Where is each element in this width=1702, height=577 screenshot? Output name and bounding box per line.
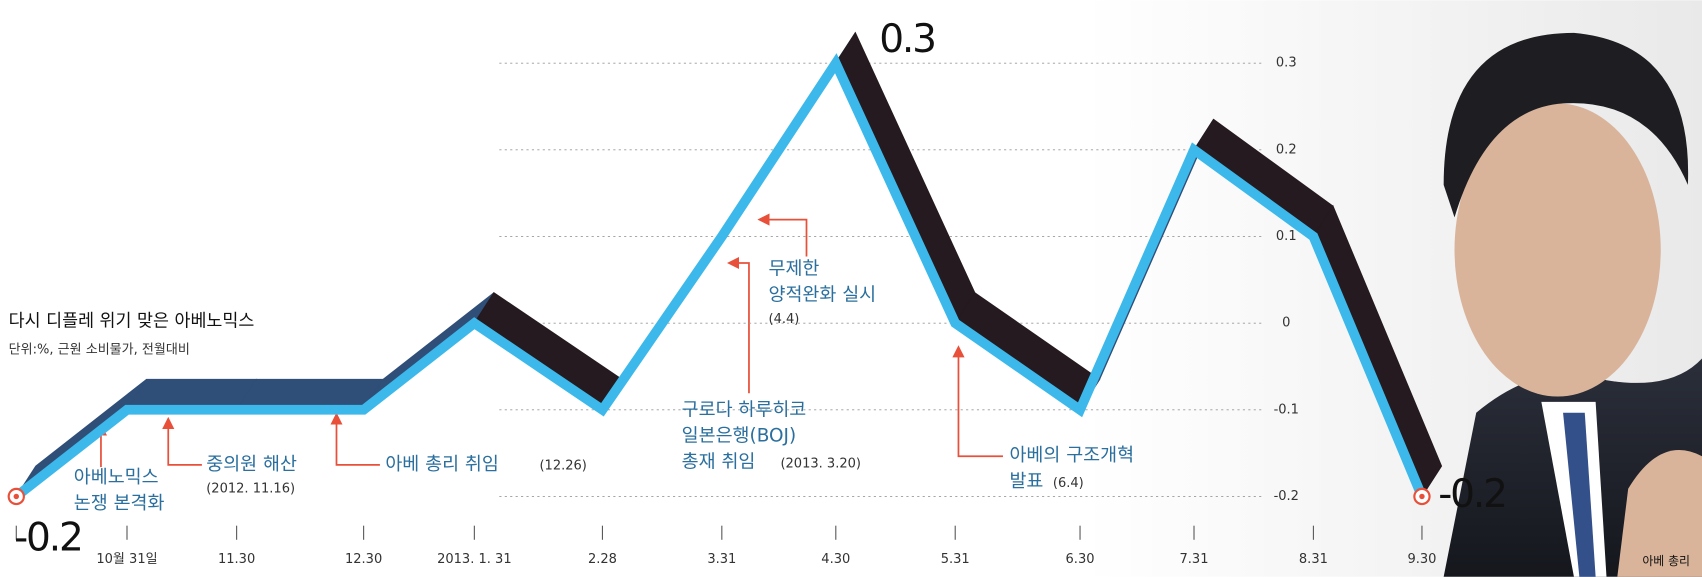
y-tick-label: 0: [1282, 316, 1290, 331]
line: [13, 53, 1427, 501]
annotation-text: 아베의 구조개혁: [1009, 445, 1134, 466]
annotation-date: (4.4): [769, 312, 800, 327]
value-label: -0.2: [1438, 472, 1506, 517]
y-tick-label: -0.1: [1274, 402, 1299, 417]
x-tick-label: 10월 31일: [96, 552, 157, 567]
x-tick-label: 11.30: [218, 552, 255, 567]
ribbon-face: [954, 291, 1101, 411]
x-tick-label: 12.30: [345, 552, 382, 567]
y-tick-label: 0.1: [1276, 229, 1297, 244]
x-tick-label: 2013. 1. 31: [437, 552, 512, 567]
ribbon-face: [835, 31, 976, 325]
x-tick-label: 9.30: [1407, 552, 1436, 567]
annotation-text: 아베노믹스: [74, 467, 159, 488]
x-tick-label: 7.31: [1180, 552, 1209, 567]
annotation-text: 일본은행(BOJ): [682, 426, 797, 447]
annotation-text: 양적완화 실시: [769, 285, 877, 306]
annotation-date: (2013. 3.20): [780, 456, 861, 471]
point-marker-dot: [13, 493, 19, 500]
chart-title: 다시 디플레 위기 맞은 아베노믹스: [9, 312, 255, 332]
annotation-text: 아베 총리 취임: [385, 454, 498, 475]
annotation-arrows: [94, 213, 1003, 468]
x-tick-label: 8.31: [1299, 552, 1328, 567]
x-tick-label: 2.28: [588, 552, 617, 567]
annotation-text: 총재 취임: [682, 452, 756, 473]
y-tick-label: -0.2: [1274, 489, 1299, 504]
point-marker-dot: [1419, 493, 1425, 500]
value-label: -0.2: [14, 515, 82, 560]
annotation-text: 무제한: [769, 259, 820, 280]
x-tick-label: 6.30: [1066, 552, 1095, 567]
ribbon-face: [473, 291, 623, 411]
annotation-date: (12.26): [539, 458, 586, 473]
chart-subtitle: 단위:%, 근원 소비물가, 전월대비: [9, 342, 190, 357]
annotation-text: 중의원 해산: [206, 454, 297, 475]
x-tick-label: 3.31: [707, 552, 736, 567]
photo-caption: 아베 총리: [1642, 554, 1690, 568]
annotation-text: 논쟁 본격화: [74, 493, 165, 514]
annotation-date: (6.4): [1053, 476, 1084, 491]
x-tick-label: 4.30: [821, 552, 850, 567]
value-label: 0.3: [879, 17, 935, 62]
y-tick-label: 0.3: [1276, 56, 1297, 71]
y-tick-label: 0.2: [1276, 142, 1297, 157]
annotation-date: (2012. 11.16): [206, 481, 295, 496]
x-tick-label: 5.31: [941, 552, 970, 567]
annotation-text: 발표: [1009, 471, 1043, 492]
annotation-text: 구로다 하루히코: [682, 400, 807, 421]
photo: [1443, 32, 1702, 577]
